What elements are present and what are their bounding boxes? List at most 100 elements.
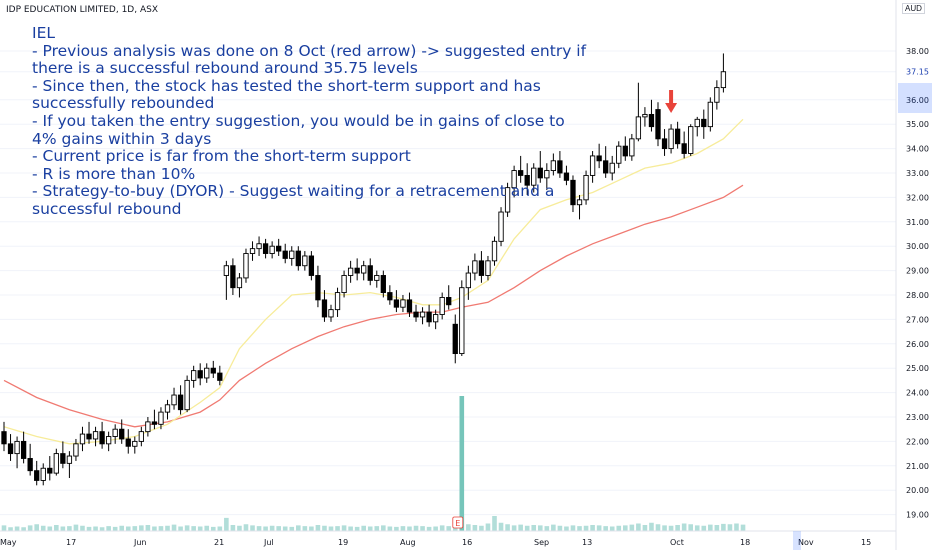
y-tick-label: 21.00 (906, 462, 929, 471)
volume-bar (459, 396, 465, 531)
x-tick-label: May (0, 538, 17, 547)
chart-title: IDP EDUCATION LIMITED, 1D, ASX (6, 5, 158, 15)
volume-bars: E (1, 396, 746, 531)
volume-bar (60, 526, 66, 531)
volume-bar (642, 525, 648, 531)
candle-down (1, 431, 7, 445)
candle-up (14, 440, 20, 455)
volume-bar (596, 525, 602, 531)
y-tick-label: 19.00 (906, 511, 929, 520)
price-axis[interactable]: 38.00 37.15 36.00 35.00 34.00 33.00 32.00 31.00… (895, 0, 929, 550)
volume-bar (296, 525, 301, 531)
volume-bar (505, 524, 510, 531)
volume-bar (243, 524, 249, 531)
volume-bar (472, 525, 478, 531)
candle-up (668, 128, 674, 150)
y-tick-label: 36.00 (906, 96, 929, 105)
candle-down (413, 311, 419, 318)
volume-bar (152, 526, 157, 531)
volume-bar (727, 524, 733, 531)
candle-up (688, 126, 694, 154)
candle-up (171, 394, 177, 406)
volume-bar (204, 525, 210, 531)
volume-bar (269, 525, 275, 531)
candle-up (635, 116, 642, 140)
volume-bar (609, 526, 615, 531)
x-tick-label: Aug (400, 538, 416, 547)
volume-bar (282, 526, 288, 531)
y-tick-label: 32.00 (906, 193, 929, 202)
candle-down (674, 128, 681, 145)
volume-bar (73, 524, 79, 531)
x-tick-label: 15 (861, 538, 871, 547)
volume-bar (224, 517, 229, 531)
current-price-highlight (898, 83, 932, 113)
candle-down (119, 428, 125, 440)
volume-bar (636, 523, 641, 531)
candle-up (105, 436, 112, 445)
volume-bar (511, 525, 517, 531)
y-tick-label: 20.00 (906, 486, 929, 495)
volume-bar (197, 526, 203, 531)
candle-down (518, 170, 524, 176)
volume-bar (564, 526, 569, 531)
candle-down (295, 250, 301, 267)
volume-bar (374, 526, 380, 531)
annotation-line: - If you taken the entry suggestion, you… (32, 111, 570, 148)
candle-down (446, 296, 452, 306)
volume-bar (655, 524, 661, 531)
volume-bar (623, 525, 628, 531)
candle-up (374, 275, 380, 281)
volume-bar (616, 525, 622, 531)
x-tick-label: Nov (798, 538, 814, 547)
candle-up (256, 243, 262, 250)
y-tick-label: 34.00 (906, 145, 929, 154)
volume-bar (67, 526, 72, 531)
volume-bar (341, 525, 347, 531)
y-tick-label: 22.00 (906, 437, 929, 446)
volume-bar (701, 525, 707, 531)
candle-up (432, 314, 439, 323)
x-tick-label: 16 (462, 538, 472, 547)
candle-up (145, 421, 151, 433)
candle-down (151, 421, 158, 425)
candle-up (550, 160, 557, 172)
candle-down (701, 118, 707, 128)
volume-bar (492, 516, 497, 531)
volume-bar (145, 525, 151, 531)
volume-bar (583, 525, 589, 531)
volume-bar (590, 525, 595, 531)
candle-up (334, 292, 341, 311)
candle-down (426, 311, 432, 323)
candle-up (191, 370, 197, 381)
volume-bar (439, 525, 445, 531)
candle-up (400, 299, 406, 308)
candle-up (714, 87, 720, 103)
candle-up (73, 443, 79, 457)
volume-bar (315, 525, 321, 531)
y-tick-label: 30.00 (906, 242, 929, 251)
volume-bar (263, 526, 268, 531)
arrow-head (665, 103, 678, 113)
candle-up (92, 431, 99, 440)
x-tick-label: 18 (740, 538, 750, 547)
candle-up (347, 267, 354, 276)
candle-up (472, 260, 478, 274)
time-axis[interactable]: May 17 Jun 21 Jul 19 Aug 16 Sep 13 Oct 18 Nov 15 (0, 530, 896, 550)
candle-down (7, 443, 14, 455)
candle-up (204, 367, 210, 379)
candlesticks (1, 53, 727, 486)
volume-bar (420, 526, 425, 531)
annotation-line: - Previous analysis was done on 8 Oct (r… (32, 41, 592, 78)
candle-up (629, 138, 635, 157)
volume-bar (210, 526, 216, 531)
candle-up (289, 250, 295, 259)
candle-up (576, 199, 583, 206)
volume-bar (256, 526, 262, 531)
volume-bar (184, 525, 190, 531)
candle-up (132, 440, 138, 447)
candle-up (642, 113, 648, 118)
volume-bar (34, 524, 39, 531)
candle-up (439, 296, 445, 315)
